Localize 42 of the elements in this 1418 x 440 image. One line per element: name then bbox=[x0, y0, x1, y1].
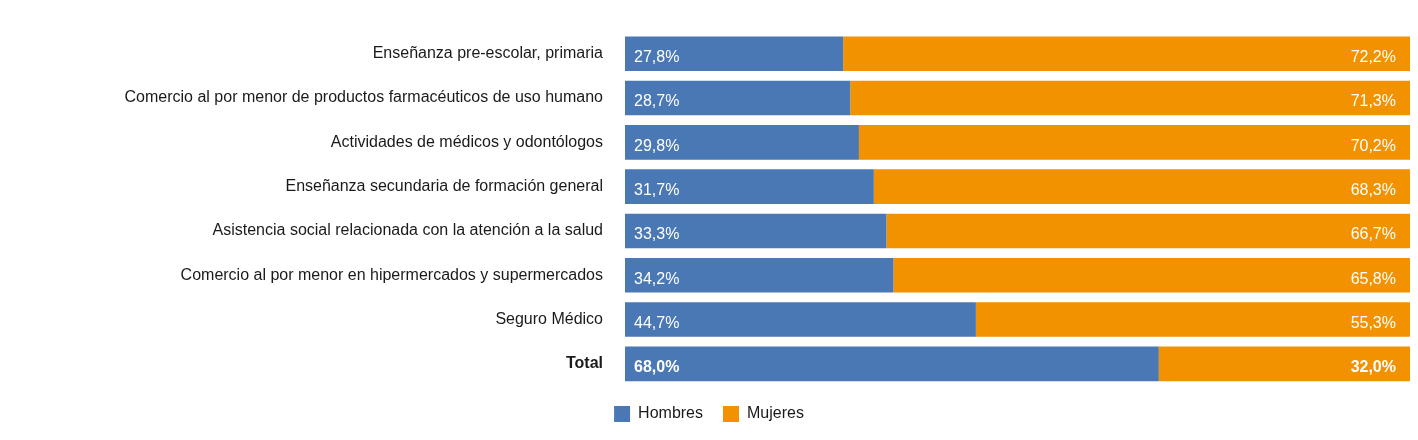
bar bbox=[886, 213, 1410, 249]
bar bbox=[625, 169, 874, 204]
data-label: 33,3% bbox=[634, 225, 680, 243]
data-label: 28,7% bbox=[634, 92, 680, 110]
legend-label: Hombres bbox=[638, 404, 703, 422]
data-label: 27,8% bbox=[634, 48, 680, 66]
bar bbox=[625, 302, 976, 337]
bar bbox=[625, 257, 894, 293]
bar bbox=[975, 302, 1410, 337]
data-label: 34,2% bbox=[634, 269, 680, 287]
y-tick-label: Seguro Médico bbox=[495, 309, 604, 327]
y-tick-label: Comercio al por menor en hipermercados y supermercados bbox=[180, 265, 603, 283]
data-label: 31,7% bbox=[634, 181, 680, 199]
bar bbox=[893, 257, 1410, 293]
y-tick-label: Comercio al por menor de productos farmacéuticos de uso humano bbox=[124, 88, 604, 106]
bar bbox=[850, 80, 1410, 116]
bar bbox=[625, 80, 851, 116]
legend-label: Mujeres bbox=[747, 404, 804, 422]
data-label: 44,7% bbox=[634, 313, 680, 331]
bar bbox=[873, 169, 1410, 204]
data-label: 32,0% bbox=[1350, 358, 1396, 376]
data-label: 71,3% bbox=[1350, 92, 1396, 110]
data-label: 55,3% bbox=[1350, 313, 1396, 331]
data-label: 66,7% bbox=[1350, 225, 1396, 243]
data-label: 29,8% bbox=[634, 136, 680, 154]
data-label: 65,8% bbox=[1350, 269, 1396, 287]
bar bbox=[1158, 346, 1410, 382]
bar bbox=[625, 346, 1159, 382]
y-tick-label: Total bbox=[565, 354, 603, 372]
bar bbox=[625, 213, 887, 249]
bar bbox=[625, 125, 859, 160]
data-label: 72,2% bbox=[1350, 48, 1396, 66]
y-tick-label: Asistencia social relacionada con la atención a la salud bbox=[212, 221, 603, 239]
bar bbox=[843, 36, 1410, 72]
bar bbox=[858, 125, 1410, 160]
data-label: 70,2% bbox=[1350, 136, 1396, 154]
data-label: 68,3% bbox=[1350, 181, 1396, 199]
y-tick-label: Enseñanza secundaria de formación general bbox=[285, 177, 603, 195]
y-tick-label: Actividades de médicos y odontólogos bbox=[330, 132, 603, 150]
data-label: 68,0% bbox=[634, 358, 680, 376]
bar bbox=[625, 36, 844, 72]
y-tick-label: Enseñanza pre-escolar, primaria bbox=[372, 44, 604, 62]
